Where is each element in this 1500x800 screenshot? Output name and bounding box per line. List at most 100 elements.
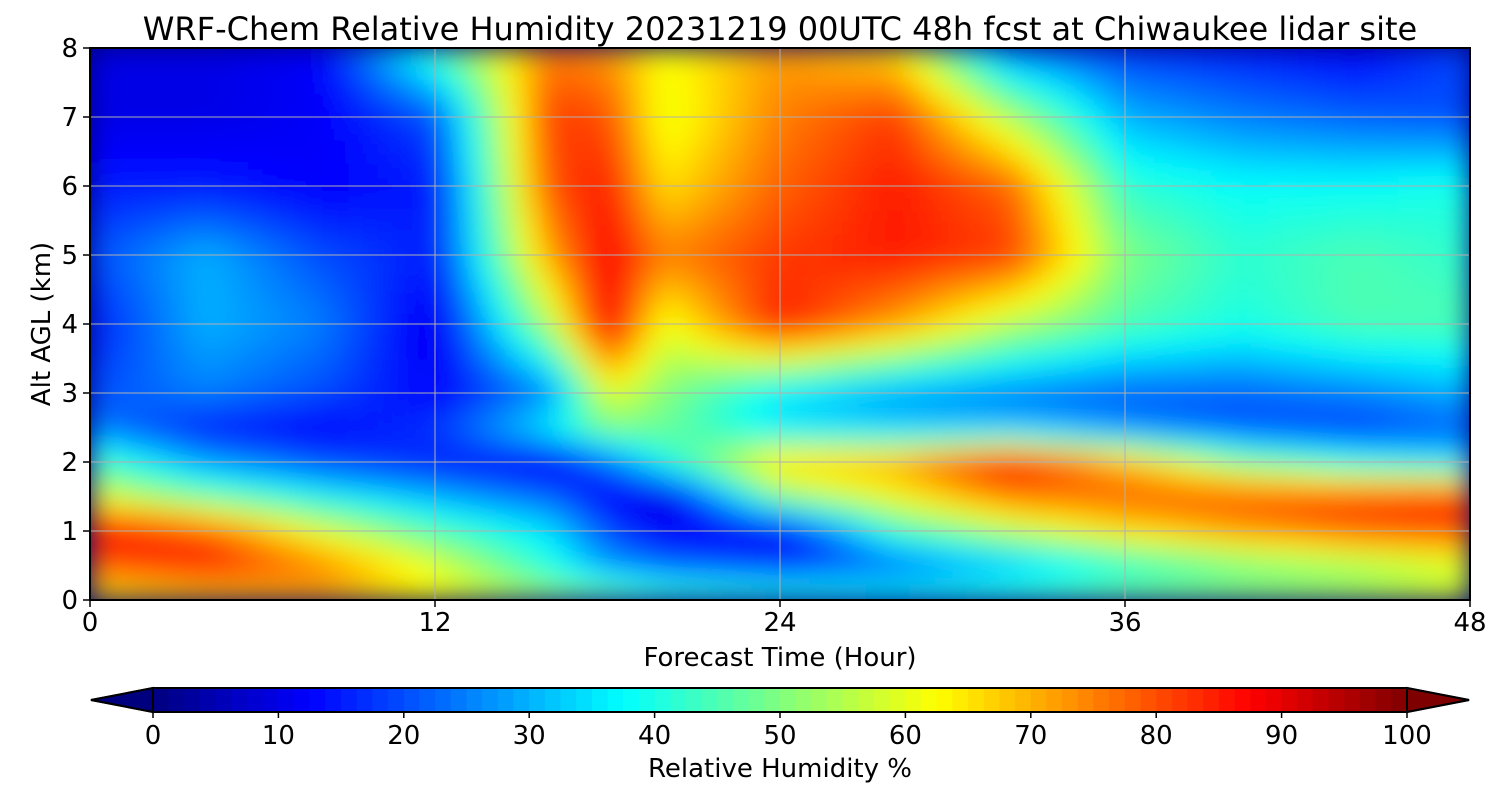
heatmap-cell (147, 427, 163, 440)
heatmap-cell (823, 416, 839, 429)
heatmap-cell (506, 232, 522, 245)
heatmap-cell (463, 243, 479, 256)
heatmap-cell (564, 542, 580, 555)
heatmap-cell (435, 485, 450, 498)
heatmap-cell (161, 404, 177, 417)
heatmap-cell (1340, 163, 1356, 176)
heatmap-cell (981, 496, 997, 509)
heatmap-cell (665, 427, 680, 440)
heatmap-cell (147, 243, 163, 256)
heatmap-cell (1225, 232, 1241, 245)
heatmap-cell (435, 105, 450, 118)
heatmap-cell (320, 151, 335, 164)
heatmap-cell (880, 450, 896, 463)
heatmap-cell (248, 128, 264, 141)
heatmap-cell (1311, 105, 1327, 118)
heatmap-cell (837, 416, 853, 429)
heatmap-cell (1211, 232, 1227, 245)
heatmap-cell (578, 140, 594, 153)
heatmap-cell (1340, 554, 1356, 567)
heatmap-cell (780, 496, 795, 509)
heatmap-cell (1125, 278, 1140, 291)
heatmap-cell (1225, 289, 1241, 302)
heatmap-cell (205, 519, 220, 532)
heatmap-cell (506, 301, 522, 314)
heatmap-cell (1455, 577, 1470, 590)
heatmap-cell (578, 393, 594, 406)
heatmap-cell (1225, 450, 1241, 463)
heatmap-cell (248, 278, 264, 291)
heatmap-cell (1383, 519, 1399, 532)
heatmap-cell (693, 508, 709, 521)
heatmap-cell (305, 151, 321, 164)
heatmap-cell (880, 508, 896, 521)
heatmap-cell (851, 197, 867, 210)
heatmap-cell (1211, 312, 1227, 325)
heatmap-cell (1024, 347, 1040, 360)
heatmap-cell (909, 94, 925, 107)
heatmap-cell (1412, 151, 1428, 164)
heatmap-cell (895, 186, 910, 199)
heatmap-cell (1182, 450, 1198, 463)
heatmap-cell (348, 266, 364, 279)
heatmap-cell (751, 82, 767, 95)
heatmap-cell (334, 312, 350, 325)
heatmap-cell (1297, 151, 1313, 164)
heatmap-cell (1326, 462, 1342, 475)
heatmap-cell (118, 312, 134, 325)
heatmap-cell (90, 588, 105, 600)
heatmap-cell (1268, 588, 1284, 600)
heatmap-cell (334, 588, 350, 600)
heatmap-cell (780, 358, 795, 371)
heatmap-cell (104, 496, 120, 509)
colorbar-segment (466, 688, 483, 712)
heatmap-cell (952, 163, 968, 176)
heatmap-cell (478, 324, 494, 337)
heatmap-cell (147, 531, 163, 544)
heatmap-cell (420, 278, 436, 291)
heatmap-cell (391, 393, 407, 406)
heatmap-cell (909, 289, 925, 302)
heatmap-cell (1096, 232, 1112, 245)
heatmap-cell (276, 71, 292, 84)
heatmap-cell (435, 301, 450, 314)
heatmap-cell (708, 416, 724, 429)
heatmap-cell (334, 232, 350, 245)
heatmap-cell (1311, 209, 1327, 222)
heatmap-cell (1297, 370, 1313, 383)
heatmap-cell (1010, 427, 1025, 440)
heatmap-cell (1268, 243, 1284, 256)
heatmap-cell (593, 105, 609, 118)
heatmap-cell (665, 473, 680, 486)
heatmap-cell (1441, 462, 1457, 475)
heatmap-cell (1369, 335, 1385, 348)
heatmap-cell (449, 151, 465, 164)
heatmap-cell (1067, 439, 1083, 452)
heatmap-cell (1225, 358, 1241, 371)
heatmap-cell (765, 301, 781, 314)
heatmap-cell (1455, 278, 1470, 291)
heatmap-cell (1053, 289, 1069, 302)
heatmap-cell (550, 450, 565, 463)
heatmap-cell (305, 82, 321, 95)
heatmap-cell (808, 105, 824, 118)
heatmap-cell (693, 542, 709, 555)
heatmap-cell (880, 462, 896, 475)
heatmap-cell (334, 163, 350, 176)
heatmap-cell (276, 82, 292, 95)
heatmap-cell (866, 82, 882, 95)
heatmap-cell (90, 312, 105, 325)
heatmap-cell (909, 347, 925, 360)
colorbar-segment (529, 688, 546, 712)
heatmap-cell (276, 220, 292, 233)
heatmap-cell (650, 439, 666, 452)
heatmap-cell (981, 59, 997, 72)
heatmap-cell (952, 416, 968, 429)
heatmap-cell (722, 542, 738, 555)
heatmap-cell (1398, 393, 1414, 406)
heatmap-cell (736, 151, 752, 164)
heatmap-cell (118, 519, 134, 532)
heatmap-cell (291, 358, 307, 371)
heatmap-cell (391, 496, 407, 509)
heatmap-cell (1225, 496, 1241, 509)
